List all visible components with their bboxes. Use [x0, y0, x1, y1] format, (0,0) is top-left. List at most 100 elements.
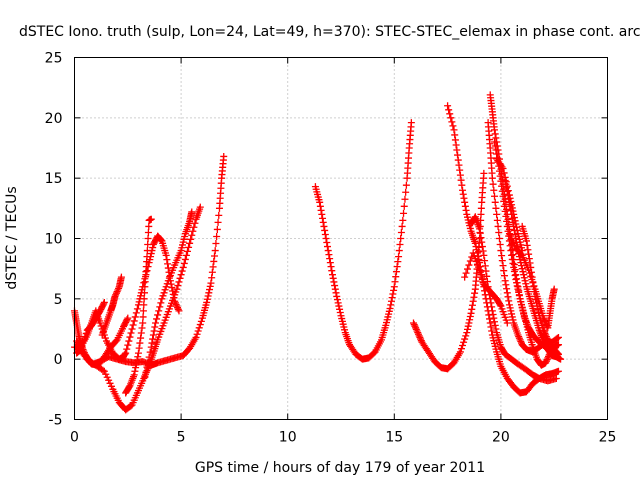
data-point-marker	[509, 316, 517, 324]
data-point-marker	[554, 350, 562, 358]
data-series	[493, 155, 526, 255]
data-point-marker	[495, 228, 503, 236]
data-point-marker	[510, 267, 518, 275]
data-point-marker	[473, 246, 481, 254]
data-point-marker	[330, 278, 338, 286]
data-point-marker	[317, 206, 325, 214]
data-point-marker	[513, 226, 521, 234]
data-point-marker	[135, 344, 143, 352]
data-point-marker	[336, 305, 344, 313]
data-point-marker	[498, 257, 506, 265]
data-point-marker	[79, 339, 87, 347]
data-point-marker	[476, 229, 484, 237]
data-point-marker	[128, 325, 136, 333]
data-point-marker	[554, 341, 562, 349]
data-point-marker	[517, 337, 525, 345]
data-point-marker	[175, 307, 183, 315]
data-point-marker	[519, 268, 527, 276]
data-point-marker	[173, 285, 181, 293]
data-point-marker	[137, 329, 145, 337]
data-point-marker	[328, 271, 336, 279]
data-point-marker	[507, 247, 515, 255]
data-point-marker	[412, 325, 420, 333]
data-point-marker	[158, 295, 166, 303]
data-point-marker	[209, 263, 217, 271]
data-point-marker	[481, 262, 489, 270]
data-point-marker	[507, 307, 515, 315]
data-point-marker	[156, 235, 164, 243]
data-point-marker	[124, 314, 132, 322]
data-point-marker	[506, 194, 514, 202]
data-point-marker	[498, 163, 506, 171]
data-point-marker	[319, 214, 327, 222]
data-point-marker	[326, 259, 334, 267]
data-point-marker	[163, 256, 171, 264]
data-point-marker	[394, 258, 402, 266]
y-axis-label: dSTEC / TECUs	[4, 186, 20, 289]
data-point-marker	[472, 243, 480, 251]
data-point-marker	[509, 207, 517, 215]
data-series	[311, 119, 415, 363]
data-point-marker	[392, 268, 400, 276]
data-point-marker	[171, 299, 179, 307]
data-point-marker	[319, 218, 327, 226]
data-point-marker	[390, 283, 398, 291]
data-point-marker	[157, 299, 165, 307]
data-point-marker	[464, 322, 472, 330]
data-point-marker	[161, 286, 169, 294]
data-series	[83, 314, 132, 369]
x-tick-label: 5	[177, 430, 186, 446]
data-point-marker	[508, 313, 516, 321]
data-point-marker	[467, 309, 475, 317]
data-point-marker	[492, 204, 500, 212]
data-point-marker	[162, 283, 170, 291]
data-point-marker	[486, 295, 494, 303]
data-point-marker	[451, 136, 459, 144]
data-point-marker	[141, 275, 149, 283]
data-point-marker	[459, 186, 467, 194]
data-point-marker	[508, 201, 516, 209]
data-point-marker	[469, 297, 477, 305]
data-point-marker	[153, 315, 161, 323]
data-point-marker	[492, 134, 500, 142]
data-point-marker	[540, 326, 548, 334]
data-point-marker	[518, 247, 526, 255]
data-point-marker	[127, 329, 135, 337]
data-point-marker	[553, 349, 561, 357]
data-point-marker	[113, 288, 121, 296]
data-point-marker	[169, 287, 177, 295]
data-point-marker	[540, 328, 548, 336]
data-point-marker	[77, 346, 85, 354]
data-point-marker	[413, 327, 421, 335]
data-point-marker	[502, 281, 510, 289]
data-point-marker	[500, 197, 508, 205]
data-point-marker	[448, 118, 456, 126]
data-point-marker	[480, 251, 488, 259]
y-tick-label: 5	[54, 292, 63, 308]
data-point-marker	[131, 313, 139, 321]
data-point-marker	[162, 251, 170, 259]
data-point-marker	[525, 255, 533, 263]
data-point-marker	[470, 293, 478, 301]
data-point-marker	[145, 353, 153, 361]
data-point-marker	[527, 272, 535, 280]
data-point-marker	[208, 274, 216, 282]
data-point-marker	[137, 334, 145, 342]
data-point-marker	[495, 235, 503, 242]
data-point-marker	[190, 223, 198, 231]
data-point-marker	[514, 285, 522, 293]
data-point-marker	[529, 279, 537, 287]
data-point-marker	[451, 131, 459, 139]
data-point-marker	[508, 310, 516, 318]
data-point-marker	[143, 363, 151, 371]
data-point-marker	[214, 218, 222, 226]
data-point-marker	[387, 301, 395, 309]
data-point-marker	[157, 236, 165, 244]
data-point-marker	[444, 102, 452, 110]
data-point-marker	[177, 271, 185, 279]
data-point-marker	[520, 274, 528, 282]
data-point-marker	[81, 333, 89, 341]
data-point-marker	[507, 197, 515, 205]
data-point-marker	[453, 146, 461, 154]
data-point-marker	[460, 338, 468, 346]
